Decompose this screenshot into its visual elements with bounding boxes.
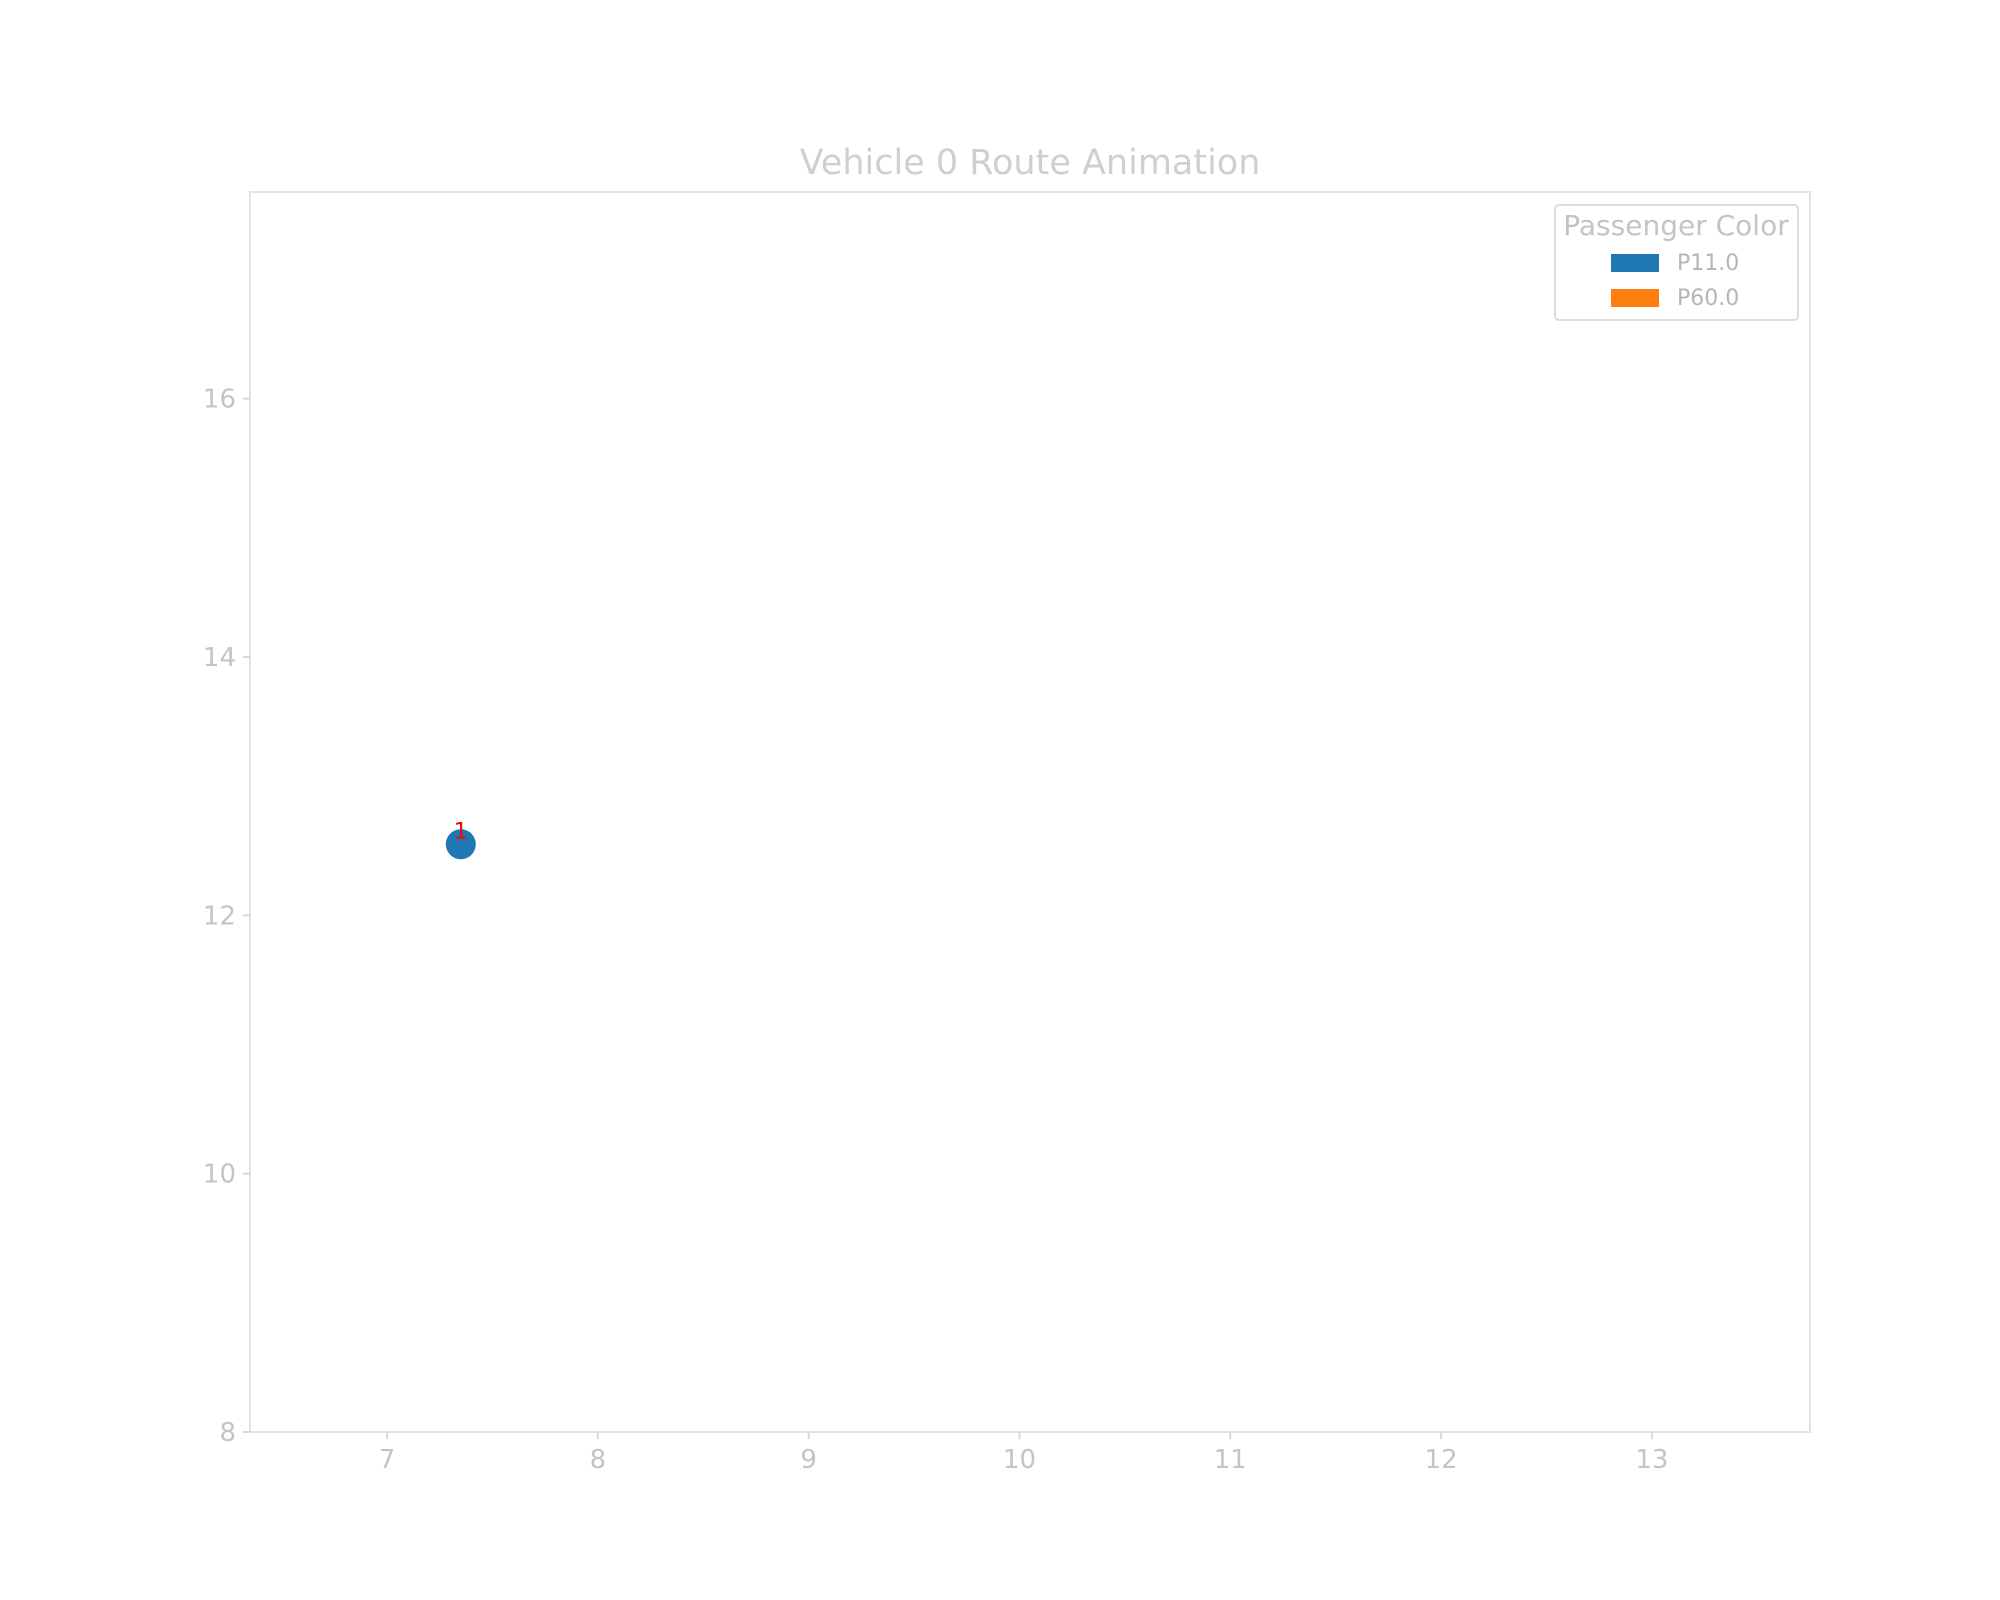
x-tick-label: 10	[1003, 1445, 1036, 1475]
legend-swatch-p60	[1611, 289, 1659, 307]
x-axis: 7 8 9 10 11 12 13	[379, 1432, 1668, 1475]
x-tick-label: 13	[1635, 1445, 1668, 1475]
data-point	[445, 829, 476, 860]
y-tick-label: 12	[203, 901, 236, 931]
x-tick-label: 12	[1425, 1445, 1458, 1475]
annotations: 1	[454, 819, 468, 844]
chart-title: Vehicle 0 Route Animation	[800, 143, 1261, 183]
legend: Passenger Color P11.0 P60.0	[1554, 204, 1799, 321]
x-tick-label: 8	[590, 1445, 607, 1475]
y-tick-label: 8	[219, 1418, 236, 1448]
y-tick-label: 10	[203, 1160, 236, 1190]
data-points	[445, 829, 476, 860]
legend-label-p60: P60.0	[1677, 286, 1739, 311]
legend-label-p11: P11.0	[1677, 251, 1739, 276]
legend-title: Passenger Color	[1563, 209, 1789, 242]
x-tick-label: 11	[1214, 1445, 1247, 1475]
y-tick-label: 14	[203, 643, 236, 673]
point-annotation: 1	[454, 819, 468, 844]
plot-area	[249, 191, 1811, 1433]
y-axis: 8 10 12 14 16	[203, 385, 250, 1448]
y-tick-label: 16	[203, 385, 236, 415]
legend-swatch-p11	[1611, 254, 1659, 272]
x-tick-label: 7	[379, 1445, 396, 1475]
x-tick-label: 9	[800, 1445, 817, 1475]
